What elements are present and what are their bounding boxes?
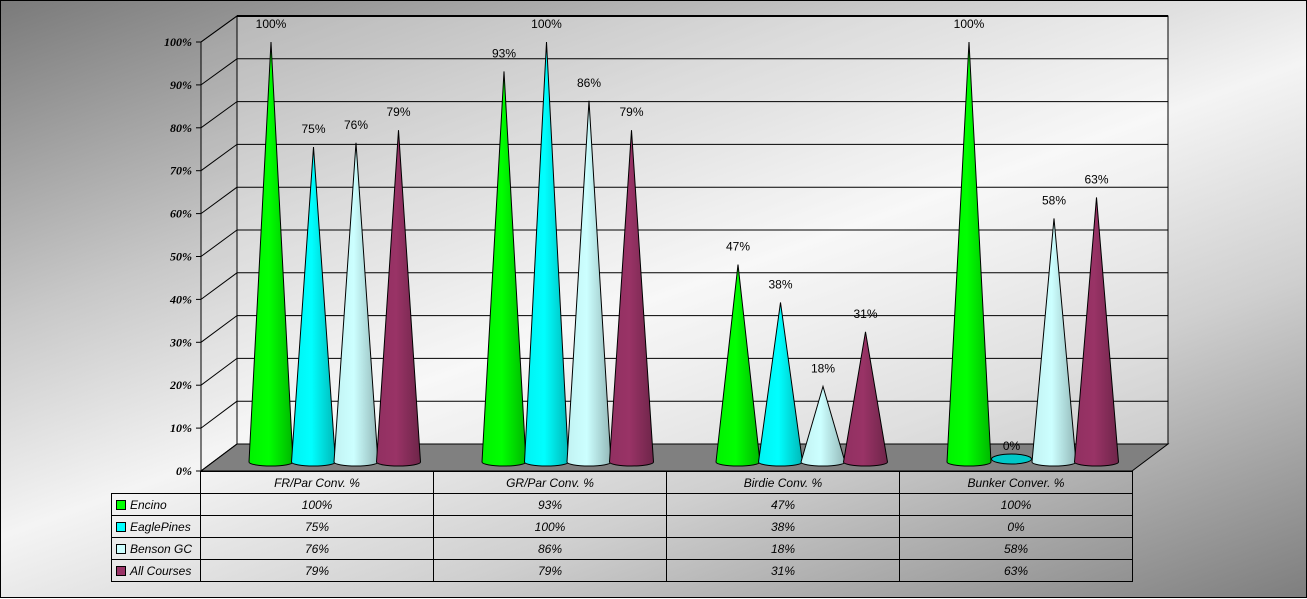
data-label: 79% — [619, 105, 643, 119]
cone-eaglepines — [991, 453, 1032, 465]
legend-label: All Courses — [130, 563, 192, 578]
legend-swatch-icon — [116, 565, 126, 576]
table-row: All Courses 79% 79% 31% 63% — [111, 559, 1133, 582]
legend-entry: Benson GC — [111, 537, 201, 560]
table-cell: 93% — [433, 493, 667, 516]
legend-label: Encino — [130, 497, 167, 512]
table-cell: 76% — [200, 537, 434, 560]
cone-all-courses — [608, 130, 655, 467]
data-label: 100% — [531, 17, 562, 31]
y-tick-label: 50% — [170, 250, 192, 264]
y-tick-label: 90% — [170, 78, 192, 92]
data-series-cones — [248, 41, 1120, 467]
table-cell: 100% — [200, 493, 434, 516]
table-cell: 100% — [899, 493, 1133, 516]
data-labels: 100% 75% 76% 79% 93% 100% 86% 79% 47% 38% 18% 31% 10… — [256, 17, 1109, 453]
data-label: 31% — [853, 307, 877, 321]
cone-all-courses — [375, 130, 422, 467]
y-tick-label: 100% — [164, 35, 192, 49]
y-tick-label: 20% — [169, 378, 192, 392]
data-label: 86% — [577, 76, 601, 90]
legend-entry: All Courses — [111, 559, 201, 582]
table-cell: 38% — [666, 515, 900, 538]
y-tick-label: 10% — [170, 421, 192, 435]
table-cell: 79% — [433, 559, 667, 582]
cone-all-courses — [1073, 197, 1120, 467]
data-label: 75% — [301, 122, 325, 136]
y-tick-label: 30% — [169, 335, 192, 349]
table-cell: 75% — [200, 515, 434, 538]
y-tick-label: 40% — [169, 292, 192, 306]
data-label: 63% — [1084, 172, 1108, 186]
y-tick-label: 70% — [170, 164, 192, 178]
legend-swatch-icon — [116, 499, 126, 510]
legend-swatch-icon — [116, 543, 126, 554]
table-corner — [112, 472, 201, 494]
data-table: FR/Par Conv. % GR/Par Conv. % Birdie Conv.… — [111, 471, 1133, 582]
legend-swatch-icon — [116, 521, 126, 532]
table-row: Benson GC 76% 86% 18% 58% — [111, 537, 1133, 560]
legend-label: EaglePines — [130, 519, 191, 534]
data-label: 18% — [811, 361, 835, 375]
table-row: Encino 100% 93% 47% 100% — [111, 493, 1133, 516]
table-cell: 18% — [666, 537, 900, 560]
data-label: 47% — [726, 240, 750, 254]
data-label: 38% — [768, 277, 792, 291]
table-header: GR/Par Conv. % — [433, 471, 667, 494]
data-label: 100% — [954, 17, 985, 31]
legend-entry: Encino — [111, 493, 201, 516]
data-label: 58% — [1042, 193, 1066, 207]
y-tick-label: 60% — [170, 207, 192, 221]
y-tick-label: 0% — [176, 464, 192, 478]
table-header: Bunker Conver. % — [899, 471, 1133, 494]
y-tick-label: 80% — [170, 121, 192, 135]
table-cell: 58% — [899, 537, 1133, 560]
data-label: 79% — [386, 105, 410, 119]
table-cell: 79% — [200, 559, 434, 582]
data-label: 0% — [1003, 439, 1021, 453]
cone-all-courses — [842, 331, 889, 467]
table-cell: 100% — [433, 515, 667, 538]
data-label: 76% — [344, 118, 368, 132]
table-cell: 31% — [666, 559, 900, 582]
y-axis: 0% 10% 20% 30% 40% 50% 60% 70% 80% 90% 100% — [164, 35, 202, 478]
cone-encino — [946, 41, 992, 467]
table-cell: 47% — [666, 493, 900, 516]
data-label: 93% — [492, 46, 516, 60]
legend-label: Benson GC — [130, 541, 193, 556]
table-header: Birdie Conv. % — [666, 471, 900, 494]
table-cell: 0% — [899, 515, 1133, 538]
table-cell: 86% — [433, 537, 667, 560]
data-label: 100% — [256, 17, 287, 31]
table-row: EaglePines 75% 100% 38% 0% — [111, 515, 1133, 538]
table-header: FR/Par Conv. % — [200, 471, 434, 494]
table-cell: 63% — [899, 559, 1133, 582]
legend-entry: EaglePines — [111, 515, 201, 538]
